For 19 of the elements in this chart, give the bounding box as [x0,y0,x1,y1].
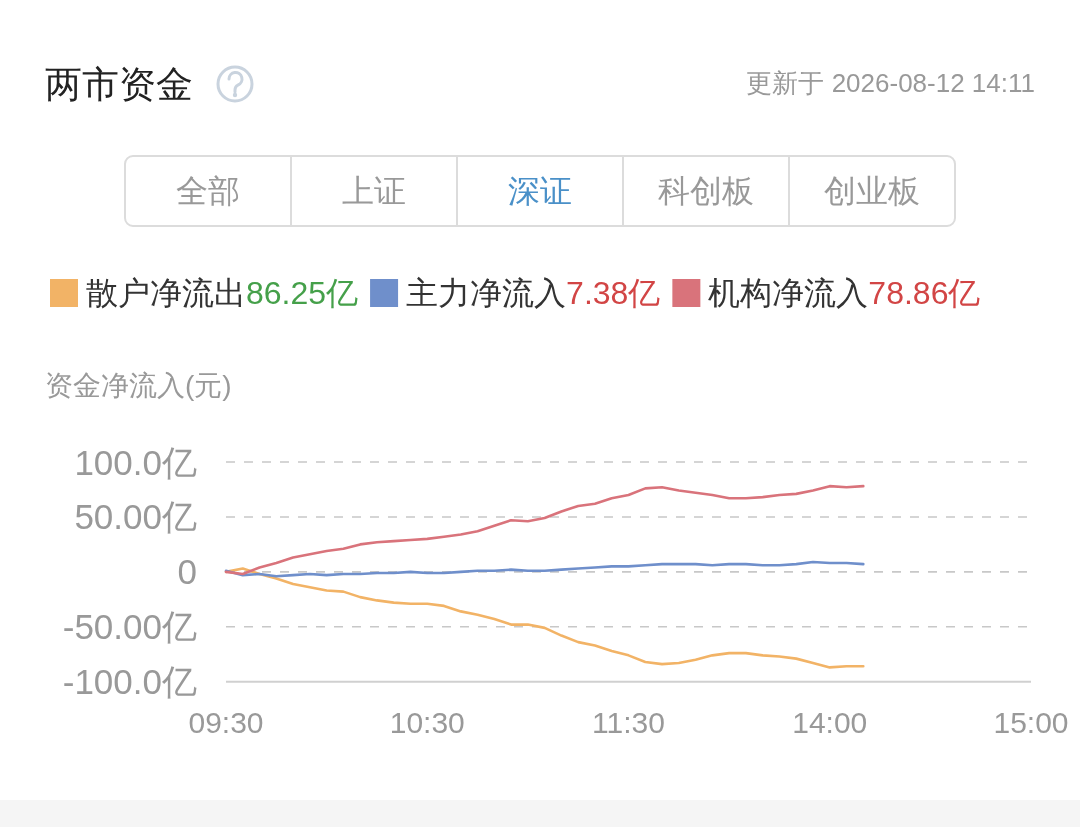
legend-label: 散户净流出86.25亿 [86,275,359,311]
x-tick-label: 14:00 [792,705,868,739]
line-series [224,560,865,578]
chart-title: 两市资金 [45,64,193,105]
x-tick-label: 10:30 [389,705,465,739]
x-tick-label: 09:30 [188,705,264,739]
legend-label: 机构净流入78.86亿 [708,275,981,311]
legend-label: 主力净流入7.38亿 [406,275,661,311]
line-series [224,484,865,576]
y-tick-label: 100.0亿 [74,442,197,482]
tab-control: 全部 上证 深证 科创板 创业板 [124,155,956,227]
x-tick-label: 15:00 [993,705,1069,739]
y-tick-label: -100.0亿 [62,662,197,702]
chart-subtitle: 更新于 2026-08-12 14:11 [746,68,1035,98]
y-tick-label: -50.00亿 [62,607,197,647]
y-tick-label: 0 [177,552,197,592]
x-tick-label: 11:30 [592,705,665,739]
y-axis-title: 资金净流入(元) [45,370,232,401]
y-tick-label: 50.00亿 [74,497,197,537]
